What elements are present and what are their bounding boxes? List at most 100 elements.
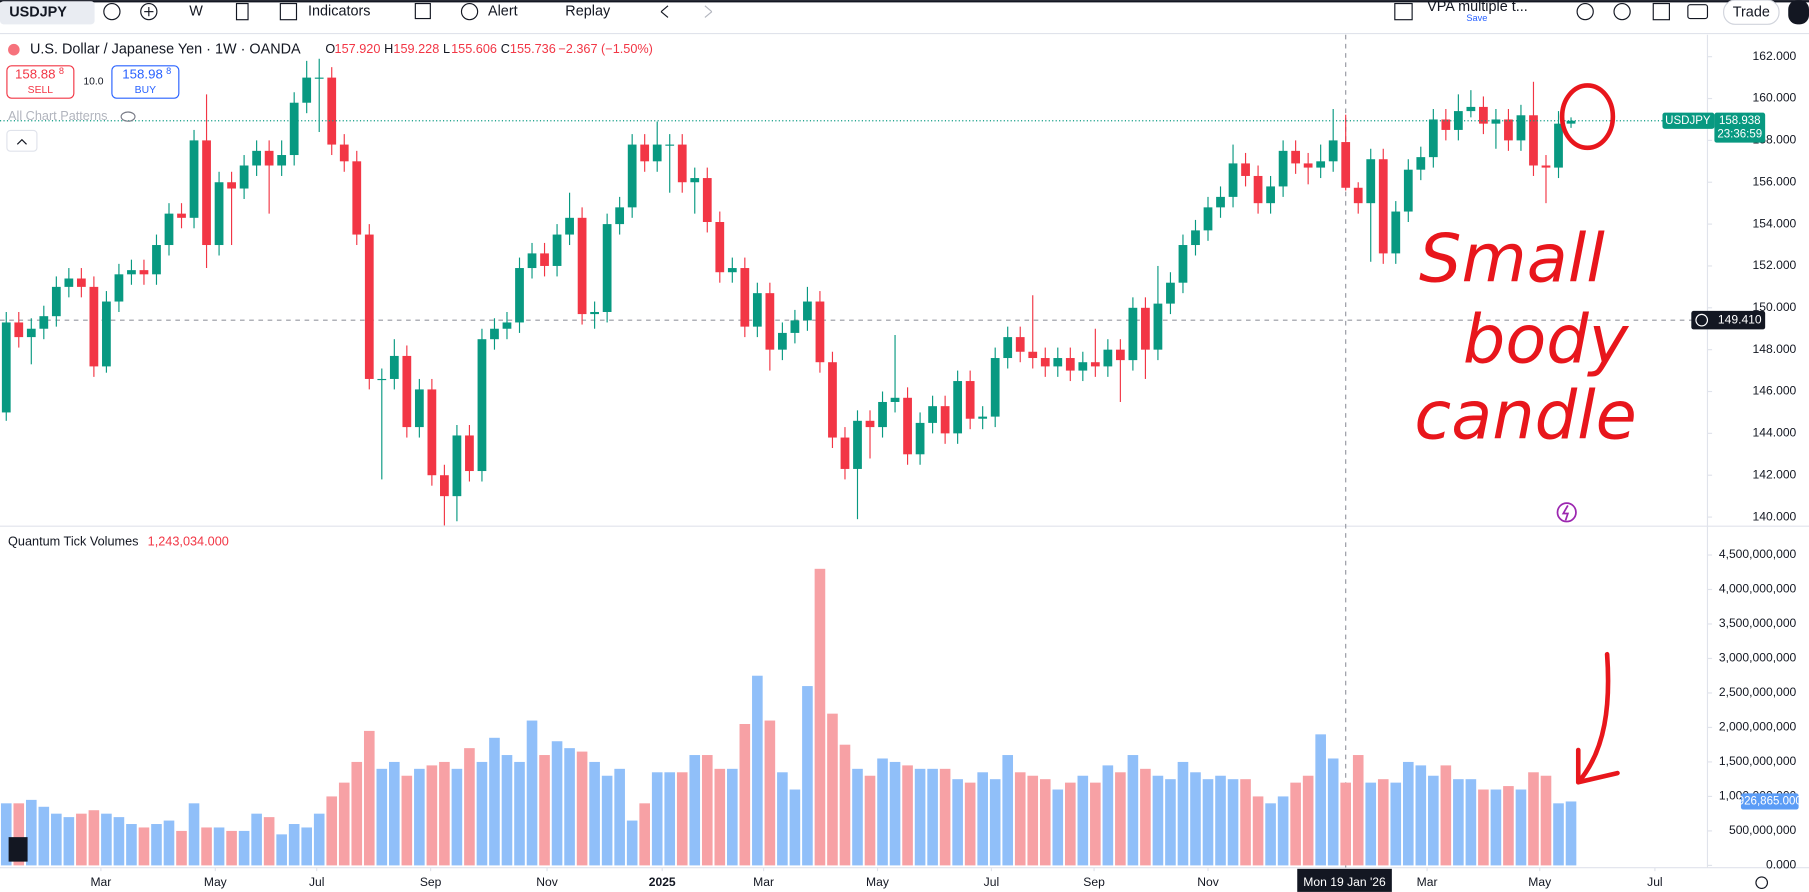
candle-icon[interactable] (235, 2, 249, 21)
profile[interactable] (1788, 0, 1809, 25)
sell-button[interactable] (6, 65, 75, 99)
candle-body (502, 322, 512, 329)
volume-bar (701, 755, 713, 866)
indicators[interactable]: Indicators (308, 3, 370, 19)
volume-last: 926,865.000 (1738, 796, 1802, 808)
alert[interactable]: Alert (488, 3, 518, 19)
layout-name[interactable]: VPA multiple t... (1427, 0, 1528, 15)
collapse-button[interactable] (6, 129, 38, 152)
buy[interactable]: BUY (135, 85, 156, 96)
x-tick-label: Nov (1197, 875, 1219, 889)
candle-body (164, 213, 174, 246)
candle-body (1241, 163, 1250, 176)
fullscreen-icon[interactable] (1652, 2, 1670, 21)
annotation-text: candle (1414, 377, 1636, 455)
camera-icon[interactable] (1687, 4, 1709, 20)
icon[interactable] (103, 2, 121, 21)
candle-body (1253, 175, 1263, 204)
candle-body (878, 401, 887, 428)
replay[interactable]: Replay (565, 3, 611, 19)
buy-price[interactable]: 158.98 (122, 67, 163, 82)
price-tag (1714, 112, 1766, 143)
volume-bar (176, 830, 187, 866)
candle-body (1053, 358, 1063, 367)
volume-bar (1064, 782, 1076, 866)
candle-body (277, 155, 287, 166)
candle-body (765, 293, 775, 350)
volume-bar (1102, 765, 1114, 866)
volume-bar (489, 737, 500, 866)
volume-bar (363, 730, 375, 866)
save[interactable]: Save (1466, 13, 1487, 23)
volume-bar (514, 761, 525, 866)
interval[interactable]: W (189, 3, 203, 19)
volume-bar (1052, 789, 1064, 866)
candle-body (26, 328, 36, 338)
volume-bar (1440, 765, 1452, 866)
redo-icon[interactable] (704, 5, 713, 18)
candle-body (427, 389, 437, 476)
trade[interactable]: Trade (1733, 5, 1770, 21)
candle-body (752, 293, 762, 327)
volume-bar (1215, 775, 1226, 866)
volume-bar (939, 768, 951, 866)
settings-icon[interactable] (1613, 2, 1631, 21)
arrow-annotation (1575, 651, 1620, 785)
candle-body (1441, 119, 1451, 130)
candle-body (327, 77, 337, 145)
volume-bar (1315, 734, 1326, 866)
candle-body (339, 144, 349, 162)
candle-body (1529, 115, 1538, 166)
y-tick-label: 154.000 (1753, 216, 1797, 230)
add-icon[interactable] (140, 2, 158, 21)
candle-body (790, 320, 800, 333)
indicators-icon[interactable] (279, 2, 298, 21)
axis-settings[interactable] (1755, 876, 1769, 890)
undo-icon[interactable] (660, 5, 669, 18)
x-tick-label: Sep (420, 875, 442, 889)
crosshair-date: Mon 19 Jan '26 (1303, 875, 1386, 889)
annotation-text: Small (1419, 220, 1605, 298)
candle-body (414, 389, 424, 428)
grid-icon[interactable] (1394, 2, 1413, 21)
candle-body (903, 397, 912, 455)
volume-bar (1152, 775, 1164, 866)
candle-body (76, 278, 86, 287)
symbol-box[interactable] (0, 1, 95, 25)
sell-price[interactable]: 158.88 (15, 67, 56, 82)
alert-icon[interactable] (460, 2, 479, 21)
x-tick-label: Mar (1417, 875, 1438, 889)
alert-badge[interactable] (1556, 502, 1577, 523)
volume-bar (101, 813, 112, 866)
candle-body (815, 301, 825, 363)
y-tick-label: 160.000 (1753, 91, 1797, 105)
y-tick-label: 140.000 (1753, 509, 1797, 523)
crosshair-price-tag (1691, 310, 1766, 330)
candle-body (302, 77, 312, 103)
volume-bar (814, 568, 826, 866)
sell-sup[interactable]: 8 (59, 66, 64, 76)
candle-body (139, 270, 149, 275)
layout-icon[interactable] (414, 2, 431, 20)
volume-bar (113, 817, 125, 866)
buy-button[interactable] (111, 65, 180, 99)
volume-tick-label: 4,000,000,000 (1719, 582, 1797, 596)
candle-body (1303, 163, 1313, 168)
buy-sup[interactable]: 8 (166, 66, 171, 76)
search-icon[interactable] (1576, 2, 1594, 21)
candle-body (778, 332, 787, 350)
candle-body (177, 213, 186, 218)
logo[interactable]: ▇ (8, 834, 28, 862)
volume-bar (38, 806, 50, 866)
h-label: H (384, 42, 393, 56)
volume-bar (238, 830, 250, 866)
volume-bar (1553, 803, 1564, 866)
candle-body (540, 253, 549, 266)
volume-bar (1127, 755, 1139, 866)
eye-icon[interactable] (120, 111, 136, 122)
sell[interactable]: SELL (28, 85, 54, 96)
symbol[interactable]: USDJPY (9, 5, 67, 21)
trade-button[interactable] (1723, 0, 1780, 25)
volume-bar (977, 772, 988, 866)
volume-tick-label: 500,000,000 (1729, 823, 1797, 837)
